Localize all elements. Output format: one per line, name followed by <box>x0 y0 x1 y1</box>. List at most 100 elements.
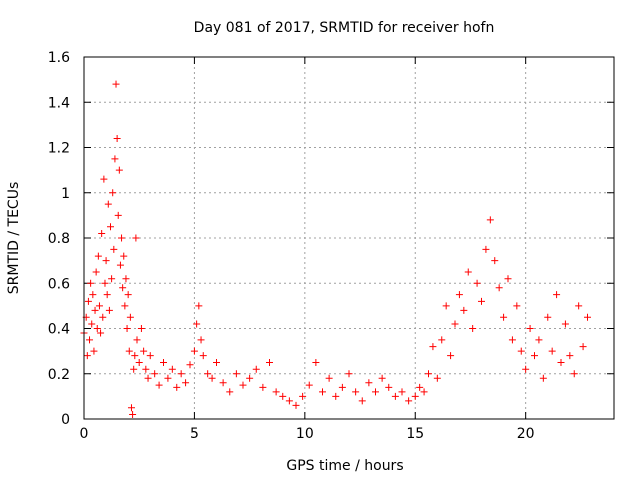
data-point <box>146 352 154 360</box>
data-point <box>173 383 181 391</box>
data-point <box>319 388 326 396</box>
y-axis-ticks: 0 0.2 0.4 0.6 0.8 1 1.2 1.4 1.6 <box>48 50 614 428</box>
data-point <box>213 358 220 366</box>
data-point <box>129 410 137 418</box>
data-point <box>478 297 485 305</box>
data-point <box>160 358 167 366</box>
data-point <box>137 325 145 332</box>
data-point <box>132 234 140 242</box>
data-point <box>104 200 112 208</box>
data-point <box>535 336 543 344</box>
data-point <box>420 388 428 396</box>
data-point <box>473 279 481 287</box>
data-point <box>122 275 130 283</box>
data-point <box>442 302 450 310</box>
x-axis-ticks: 0 5 10 15 20 <box>80 57 535 442</box>
x-tick-label: 15 <box>406 426 424 442</box>
data-point <box>266 358 273 366</box>
data-point <box>112 80 120 88</box>
data-point <box>299 392 307 400</box>
data-point <box>144 374 152 382</box>
data-point <box>226 388 234 396</box>
data-point <box>482 245 490 253</box>
data-point <box>365 379 373 387</box>
data-point <box>464 268 472 276</box>
data-point <box>305 381 313 389</box>
data-point <box>140 347 148 355</box>
data-point <box>531 352 538 360</box>
data-point <box>118 234 126 242</box>
data-point <box>338 383 346 391</box>
data-point <box>425 370 432 378</box>
data-point <box>120 252 128 260</box>
data-point <box>89 291 97 299</box>
data-point <box>95 302 103 310</box>
data-point <box>259 383 267 391</box>
data-point <box>239 381 247 389</box>
data-point <box>411 392 419 400</box>
data-point <box>88 320 96 328</box>
data-point <box>110 245 118 253</box>
data-point <box>111 155 119 163</box>
y-tick-label: 0.6 <box>48 276 70 292</box>
data-point <box>186 361 194 369</box>
data-point <box>513 302 521 310</box>
data-point <box>102 257 110 265</box>
data-point <box>87 279 95 287</box>
data-points <box>80 80 591 418</box>
data-point <box>312 358 320 366</box>
data-point <box>142 365 150 373</box>
data-point <box>182 379 190 387</box>
data-point <box>508 336 516 344</box>
data-point <box>285 397 293 405</box>
data-point <box>151 370 159 378</box>
data-point <box>130 365 138 373</box>
data-point <box>433 374 441 382</box>
data-point <box>539 374 547 382</box>
data-point <box>108 275 116 283</box>
data-point <box>544 313 552 321</box>
data-point <box>372 388 379 396</box>
data-point <box>168 365 176 373</box>
data-point <box>405 397 413 405</box>
data-point <box>177 370 185 378</box>
data-point <box>199 352 207 360</box>
y-tick-label: 1.4 <box>48 95 70 111</box>
y-axis-label: SRMTID / TECUs <box>6 182 22 295</box>
data-point <box>279 392 287 400</box>
data-point <box>126 313 134 321</box>
data-point <box>105 306 113 314</box>
data-point <box>90 347 98 355</box>
data-point <box>114 211 122 219</box>
data-point <box>121 302 129 310</box>
data-point <box>272 388 280 396</box>
data-point <box>391 392 399 400</box>
y-tick-label: 1 <box>61 186 70 202</box>
x-tick-label: 5 <box>190 426 199 442</box>
data-point <box>109 189 117 197</box>
data-point <box>193 320 201 328</box>
data-point <box>91 306 99 314</box>
data-point <box>522 365 530 373</box>
data-point <box>124 291 132 299</box>
data-point <box>246 374 254 382</box>
data-point <box>570 370 578 378</box>
data-point <box>561 320 569 328</box>
data-point <box>133 336 141 344</box>
data-point <box>252 365 260 373</box>
data-point <box>127 404 135 412</box>
data-point <box>208 374 216 382</box>
data-point <box>97 329 105 337</box>
data-point <box>460 306 468 314</box>
data-point <box>197 336 205 344</box>
data-point <box>113 134 121 142</box>
data-point <box>526 325 534 332</box>
data-point <box>358 397 366 405</box>
data-point <box>93 325 101 332</box>
data-point <box>557 358 565 366</box>
data-point <box>292 401 300 409</box>
data-point <box>398 388 406 396</box>
data-point <box>204 370 212 378</box>
